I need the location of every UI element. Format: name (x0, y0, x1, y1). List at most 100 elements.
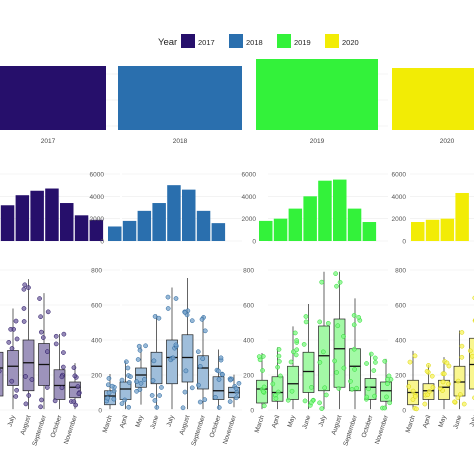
data-point (197, 399, 203, 405)
x-tick-label: June (452, 414, 463, 430)
y-tick-label: 4000 (242, 194, 257, 201)
legend-swatch (181, 34, 195, 48)
data-point (236, 380, 242, 386)
data-point (22, 282, 28, 288)
month-bar (455, 192, 469, 241)
data-point (111, 396, 117, 402)
data-point (40, 335, 46, 340)
data-point (143, 343, 148, 349)
legend-title: Year (158, 37, 177, 48)
data-point (197, 363, 203, 369)
data-point (385, 376, 390, 382)
data-point (14, 336, 20, 342)
data-point (470, 353, 474, 359)
data-point (382, 405, 388, 411)
box-body (150, 351, 163, 385)
data-point (218, 355, 224, 361)
month-bar (259, 220, 273, 241)
data-point (334, 283, 339, 289)
y-tick-label: 0 (100, 239, 104, 246)
data-point (126, 404, 132, 410)
x-tick-label: June (301, 414, 312, 430)
data-point (461, 401, 467, 407)
panel-label: 2020 (440, 138, 455, 145)
legend-swatch (277, 34, 291, 48)
month-bar (152, 203, 166, 241)
month-bar (0, 205, 15, 241)
data-point (429, 373, 435, 379)
y-tick-label: 600 (91, 303, 102, 310)
data-point (136, 343, 142, 349)
box-body (287, 365, 299, 400)
data-point (233, 395, 239, 401)
data-point (135, 357, 141, 362)
data-point (427, 389, 432, 394)
year-total-bar (392, 68, 474, 130)
data-point (285, 397, 291, 403)
data-point (8, 326, 14, 332)
y-tick-label: 6000 (392, 172, 407, 179)
month-bar (288, 208, 303, 241)
data-point (385, 381, 390, 387)
month-bar (303, 196, 317, 241)
data-point (323, 392, 329, 398)
x-tick-label: May (286, 414, 297, 429)
y-tick-label: 0 (98, 408, 102, 415)
data-point (216, 405, 222, 410)
data-point (38, 314, 43, 320)
data-point (60, 364, 66, 370)
data-point (351, 313, 357, 318)
data-point (459, 343, 465, 349)
box-body (302, 351, 315, 393)
data-point (233, 386, 239, 391)
data-point (61, 331, 67, 337)
month-bar (30, 190, 44, 241)
data-point (182, 389, 188, 395)
data-point (29, 377, 35, 382)
data-point (199, 316, 205, 322)
data-point (372, 393, 377, 399)
data-point (165, 294, 171, 300)
data-point (109, 383, 115, 389)
data-point (322, 385, 328, 391)
month-bar (347, 208, 362, 241)
y-tick-label: 200 (243, 373, 254, 380)
data-point (182, 310, 188, 315)
y-tick-label: 800 (395, 268, 406, 275)
month-bar (45, 188, 59, 241)
data-point (276, 353, 282, 359)
data-point (260, 389, 266, 395)
data-point (73, 402, 79, 408)
data-point (122, 397, 128, 403)
y-tick-label: 400 (243, 338, 254, 345)
y-tick-label: 400 (395, 338, 406, 345)
y-tick-label: 800 (243, 268, 254, 275)
data-point (437, 385, 443, 391)
x-tick-label: July (166, 414, 176, 428)
data-point (152, 398, 158, 403)
data-point (61, 350, 66, 355)
data-point (138, 380, 144, 386)
data-point (154, 404, 160, 410)
data-point (382, 358, 388, 364)
data-point (351, 346, 357, 352)
data-point (134, 379, 139, 384)
data-point (455, 378, 461, 384)
month-bar (137, 210, 152, 241)
data-point (9, 378, 15, 384)
y-tick-label: 0 (402, 239, 406, 246)
x-tick-label: April (119, 414, 130, 429)
year-total-bar (256, 59, 378, 130)
data-point (446, 381, 451, 387)
data-point (260, 354, 266, 359)
data-point (119, 401, 125, 406)
data-point (23, 374, 28, 379)
panel-label: 2019 (310, 138, 325, 145)
data-point (21, 286, 27, 292)
data-point (430, 384, 436, 390)
data-point (227, 399, 233, 404)
data-point (294, 347, 300, 353)
year-total-bar (0, 66, 106, 130)
month-bar (362, 222, 377, 241)
data-point (14, 387, 19, 393)
